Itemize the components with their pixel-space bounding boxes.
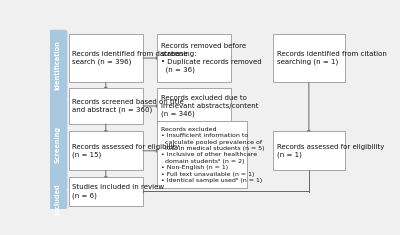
Text: Records assessed for eligibility
(n = 15): Records assessed for eligibility (n = 15… <box>72 144 180 158</box>
Text: Identification: Identification <box>55 40 61 90</box>
FancyBboxPatch shape <box>157 34 231 82</box>
FancyBboxPatch shape <box>48 189 67 209</box>
Text: Screening: Screening <box>55 126 61 163</box>
FancyBboxPatch shape <box>69 177 143 206</box>
Text: Records assessed for eligibility
(n = 1): Records assessed for eligibility (n = 1) <box>277 144 384 158</box>
FancyBboxPatch shape <box>69 88 143 124</box>
FancyBboxPatch shape <box>273 131 344 170</box>
FancyBboxPatch shape <box>48 30 67 100</box>
FancyBboxPatch shape <box>157 121 247 188</box>
FancyBboxPatch shape <box>69 34 143 82</box>
FancyBboxPatch shape <box>273 34 344 82</box>
FancyBboxPatch shape <box>157 88 231 124</box>
Text: Records identified from database
search (n = 396): Records identified from database search … <box>72 51 188 65</box>
Text: Included: Included <box>55 183 61 215</box>
FancyBboxPatch shape <box>69 131 143 170</box>
Text: Records screened based on title
and abstract (n = 360): Records screened based on title and abst… <box>72 99 184 113</box>
Text: Records excluded
• Insufficient information to
  calculate pooled prevalence of
: Records excluded • Insufficient informat… <box>161 127 264 183</box>
FancyBboxPatch shape <box>48 99 67 190</box>
Text: Studies included in review
(n = 6): Studies included in review (n = 6) <box>72 184 164 199</box>
Text: Records identified from citation
searching (n = 1): Records identified from citation searchi… <box>277 51 387 65</box>
Text: Records excluded due to
irrelevant abstracts/content
(n = 346): Records excluded due to irrelevant abstr… <box>161 95 258 117</box>
Text: Records removed before
screening:
• Duplicate records removed
  (n = 36): Records removed before screening: • Dupl… <box>161 43 261 73</box>
